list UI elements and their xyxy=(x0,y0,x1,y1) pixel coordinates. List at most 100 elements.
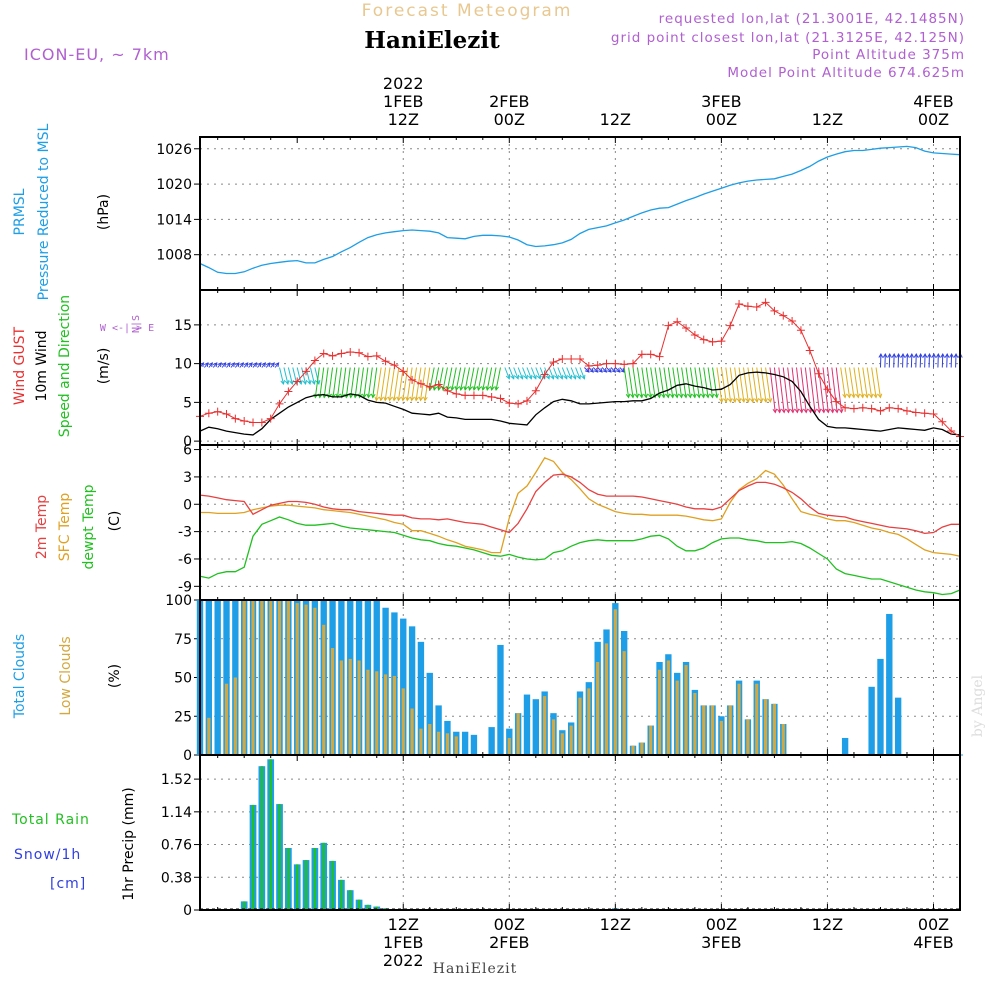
wind-arrow xyxy=(309,367,315,385)
wind-arrow xyxy=(359,367,364,398)
gust-point xyxy=(319,349,328,358)
precipitation-panel: 0 0.38 0.76 1.14 1.52 xyxy=(161,754,961,919)
gust-point xyxy=(576,354,584,363)
wind-arrow xyxy=(345,367,351,398)
wind-arrow-head xyxy=(409,396,415,402)
total-cloud-bar xyxy=(205,600,213,755)
wind-arrow-head xyxy=(432,386,438,392)
gust-point xyxy=(487,392,496,401)
wind-arrow-head xyxy=(625,393,631,399)
wind-arrow xyxy=(636,367,643,398)
low-cloud-bar xyxy=(445,733,450,755)
wind-arrow xyxy=(729,367,736,403)
clouds-panel: 0 25 50 75 100 xyxy=(165,593,963,764)
wind-arrow-head xyxy=(830,408,835,414)
wind-arrow-head xyxy=(859,393,865,399)
wind-arrow-head xyxy=(754,398,760,404)
gust-point xyxy=(938,417,947,426)
low-cloud-bar xyxy=(295,603,299,755)
wind-arrow-head xyxy=(199,362,205,368)
wind-arrow-head xyxy=(270,362,275,368)
gust-point xyxy=(496,394,505,403)
cloud-unit: (%) xyxy=(107,664,123,688)
cloud-labels: Total Clouds Low Clouds (%) xyxy=(12,634,123,719)
total-cloud-bar xyxy=(523,694,531,755)
wind-arrow-head xyxy=(953,352,959,358)
wind-arrow-head xyxy=(851,393,856,399)
low-cloud-bar xyxy=(666,660,670,755)
wind-arrow-head xyxy=(265,362,271,368)
location-title: HaniElezit xyxy=(364,27,500,54)
gust-point xyxy=(231,414,240,423)
low-cloud-bar xyxy=(207,717,211,755)
wind-arrow-head xyxy=(794,408,800,414)
low-cloud-bar xyxy=(224,683,229,755)
wind-arrow xyxy=(375,367,382,401)
wind-arrow xyxy=(561,367,568,379)
wind-labels: Wind GUST 10m Wind Speed and Direction (… xyxy=(12,295,154,437)
gust-point xyxy=(770,306,779,315)
low-cloud-bar xyxy=(675,680,679,755)
low-cloud-bar xyxy=(596,662,600,755)
wind-arrow-head xyxy=(289,380,294,386)
gust-point xyxy=(673,317,682,326)
gust-point xyxy=(425,382,434,391)
wind-arrow-head xyxy=(602,368,608,373)
wind-arrow-head xyxy=(643,393,649,399)
wind-arrow xyxy=(522,367,528,379)
total-cloud-bar xyxy=(470,734,478,755)
wind-arrow-head xyxy=(243,362,249,368)
wind-arrow xyxy=(557,367,563,379)
gust-point xyxy=(894,404,903,413)
wind-arrow xyxy=(451,367,457,391)
wind-arrow-head xyxy=(387,396,393,402)
low-clouds-label: Low Clouds xyxy=(58,636,74,715)
y-tick-label: 0.38 xyxy=(161,870,192,886)
top-time-label: 2022 xyxy=(383,74,424,93)
low-cloud-bar xyxy=(728,705,732,755)
y-tick-label: 1020 xyxy=(156,177,192,193)
gust-point xyxy=(646,350,655,359)
wind-arrow xyxy=(610,367,616,373)
low-cloud-bar xyxy=(251,600,255,755)
wind-arrow-head xyxy=(873,393,878,399)
gust-point xyxy=(257,418,266,427)
wind-arrow xyxy=(769,367,776,413)
gust-point xyxy=(690,330,699,339)
wind-arrow-head xyxy=(567,374,573,380)
gust-point xyxy=(682,323,691,332)
requested-coords: requested lon,lat (21.3001E, 42.1485N) xyxy=(659,11,965,27)
wind-arrow xyxy=(681,367,687,398)
wind-arrow-head xyxy=(772,408,778,414)
gust-point xyxy=(540,370,549,379)
rain-bar xyxy=(348,890,352,910)
y-tick-label: 0 xyxy=(183,748,192,764)
gust-point xyxy=(876,406,885,415)
wind-arrow xyxy=(857,367,864,398)
rain-bar xyxy=(287,848,290,910)
wind-arrow-head xyxy=(418,396,424,402)
wind-arrow-head xyxy=(257,362,262,368)
wind-arrow-head xyxy=(647,393,653,399)
wind-arrow-head xyxy=(665,393,671,399)
wind-arrow xyxy=(393,367,400,401)
low-cloud-bar xyxy=(401,688,405,755)
wind-arrow-head xyxy=(705,393,710,399)
wind-arrow xyxy=(508,367,515,379)
wind-arrow-head xyxy=(669,393,675,399)
total-cloud-bar xyxy=(877,658,884,755)
gust-point xyxy=(522,396,531,405)
wind-arrow-head xyxy=(913,352,919,358)
wind-arrow xyxy=(698,367,705,398)
gust-point xyxy=(514,399,523,408)
gust-point xyxy=(372,351,381,360)
wind-arrow-head xyxy=(864,393,870,399)
wind-arrow-head xyxy=(678,393,684,399)
wind-arrow-head xyxy=(584,368,590,373)
low-cloud-bar xyxy=(269,600,273,755)
gust-point xyxy=(752,303,761,312)
precip-labels: Total Rain Snow/1h [cm] 1hr Precip (mm) xyxy=(11,787,137,900)
wind-arrow-head xyxy=(239,362,244,368)
wind-arrow xyxy=(406,367,413,401)
